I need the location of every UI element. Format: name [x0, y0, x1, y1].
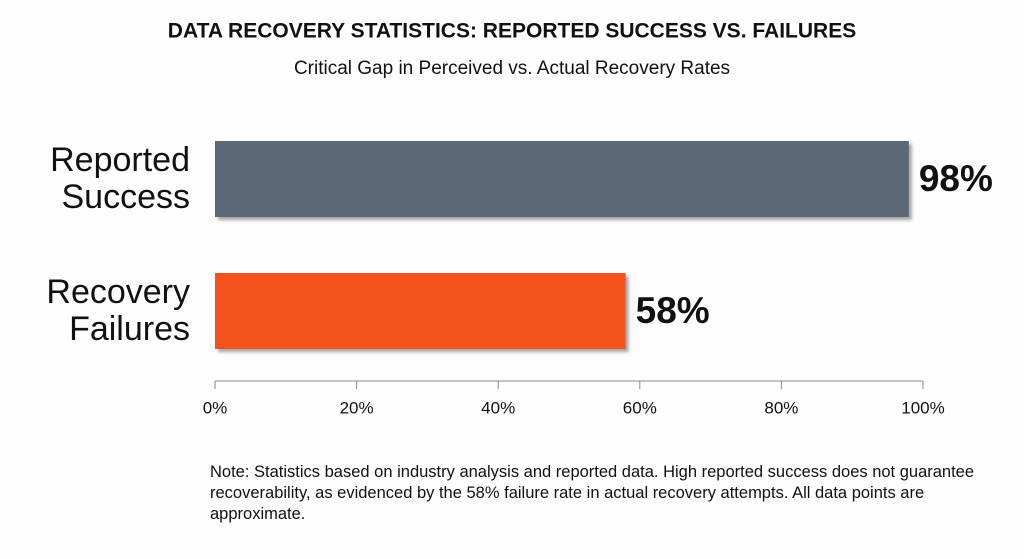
x-tick-label: 20% [340, 398, 374, 417]
note: Note: Statistics based on industry analy… [210, 463, 975, 523]
category-label: Recovery Failures [46, 273, 190, 348]
bar [215, 141, 909, 217]
x-tick-label: 0% [203, 398, 228, 417]
value-label: 58% [636, 290, 710, 331]
x-tick-label: 60% [623, 398, 657, 417]
value-label: 98% [919, 158, 993, 199]
x-tick-label: 40% [481, 398, 515, 417]
category-label: Reported Success [50, 141, 190, 216]
chart-subtitle: Critical Gap in Perceived vs. Actual Rec… [294, 58, 730, 79]
x-tick-label: 100% [901, 398, 944, 417]
bar [215, 273, 626, 349]
x-tick-label: 80% [764, 398, 798, 417]
chart-title: DATA RECOVERY STATISTICS: REPORTED SUCCE… [168, 20, 856, 43]
